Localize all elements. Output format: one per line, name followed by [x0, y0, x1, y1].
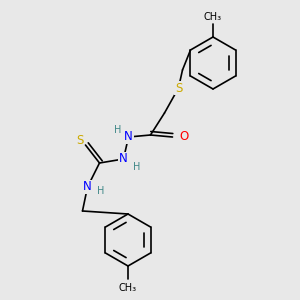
Text: S: S — [76, 134, 83, 148]
Text: N: N — [119, 152, 128, 166]
Text: H: H — [133, 162, 140, 172]
Text: N: N — [124, 130, 133, 143]
Text: H: H — [114, 125, 121, 135]
Text: H: H — [97, 186, 104, 196]
Text: CH₃: CH₃ — [204, 12, 222, 22]
Text: S: S — [175, 82, 182, 94]
Text: N: N — [83, 181, 92, 194]
Text: O: O — [180, 130, 189, 143]
Text: CH₃: CH₃ — [119, 283, 137, 293]
